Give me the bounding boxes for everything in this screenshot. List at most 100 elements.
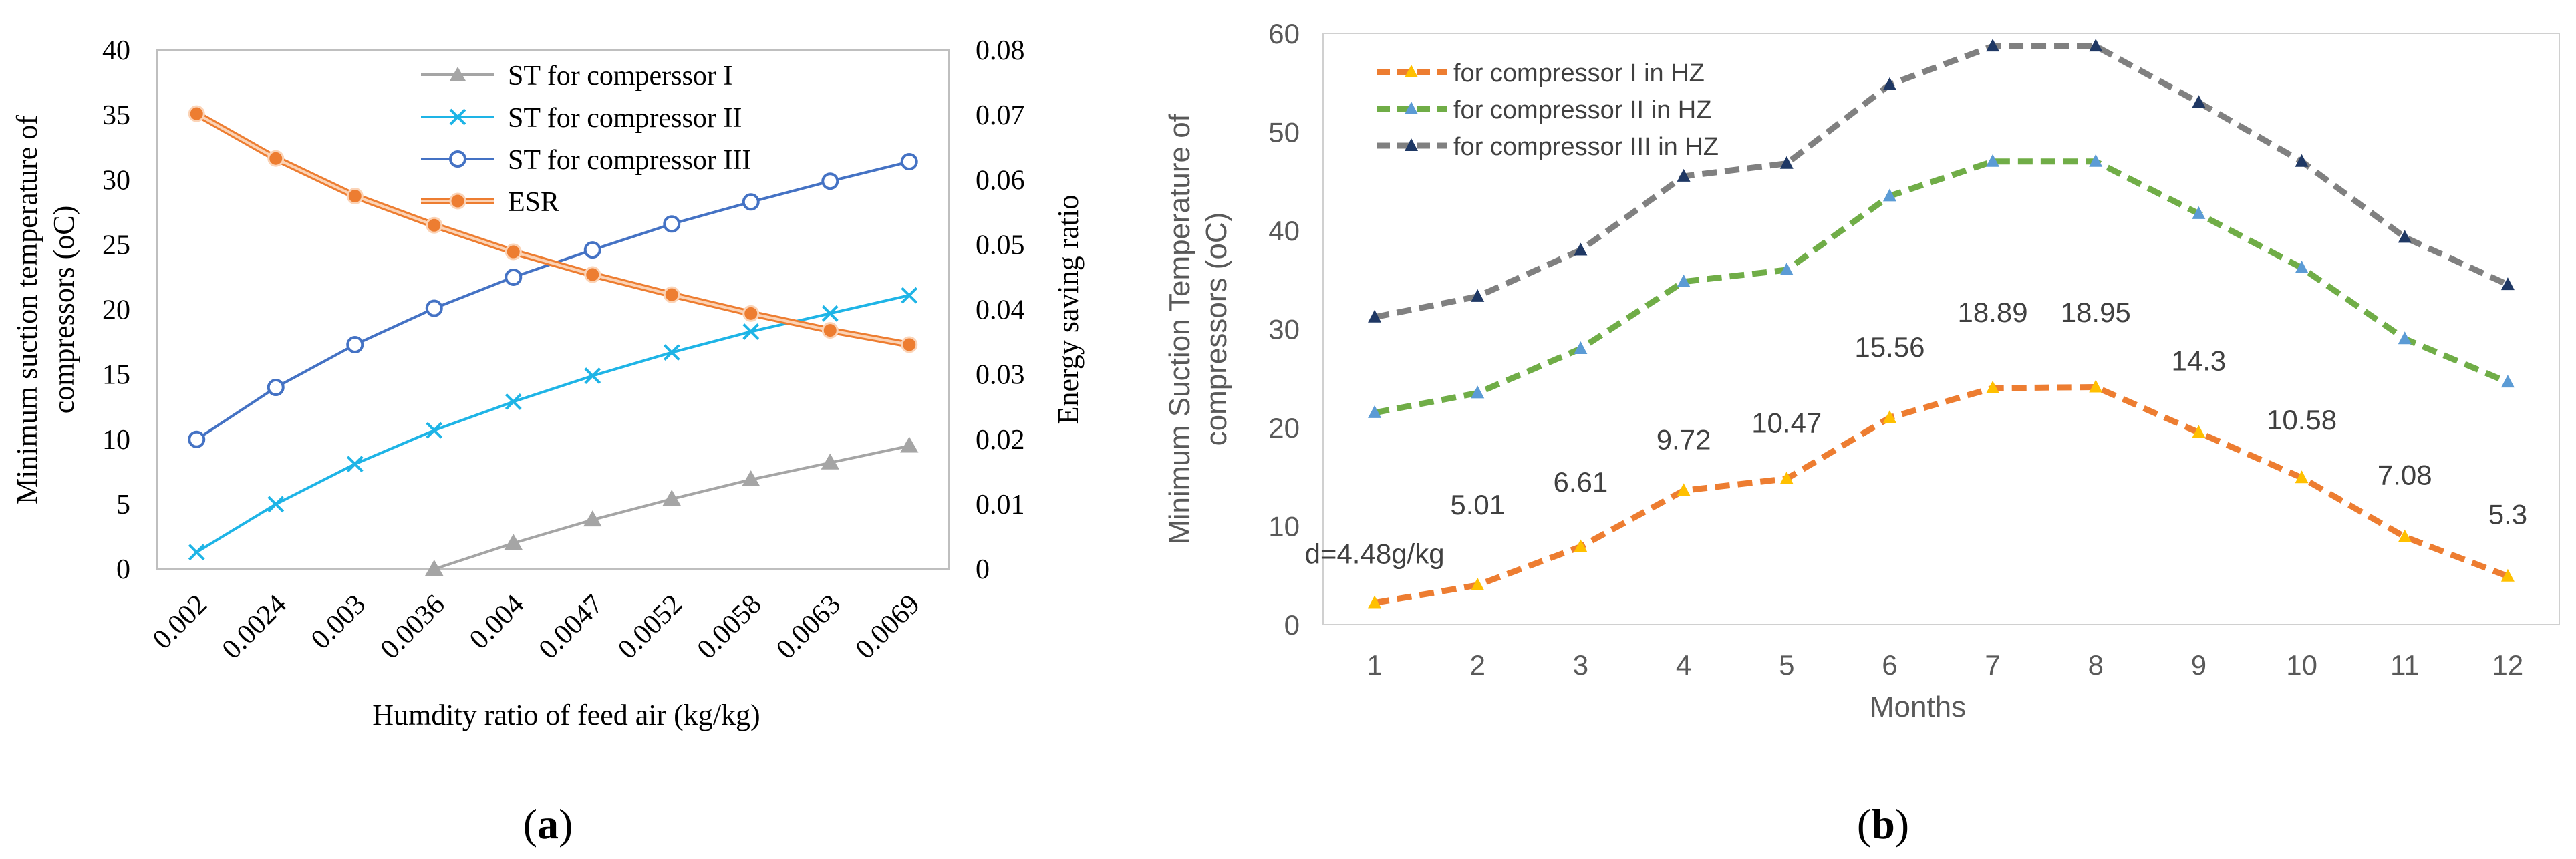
legend-item: for compressor III in HZ [1377, 133, 1719, 161]
data-point [1779, 263, 1794, 275]
data-point [2398, 230, 2412, 243]
y2-tick-label: 0.07 [976, 100, 1025, 131]
series-1 [425, 436, 919, 576]
series-line [1374, 158, 2509, 416]
legend-label: ST for compressor II [508, 103, 742, 134]
y-tick-label: 10 [1268, 511, 1300, 542]
data-label: 14.3 [2172, 345, 2227, 376]
series-1 [1368, 379, 2515, 609]
data-point [662, 490, 681, 506]
data-point [2398, 331, 2412, 345]
data-point [2192, 95, 2206, 108]
y2-tick-label: 0.04 [976, 295, 1025, 326]
panel-label-letter: b [1871, 800, 1895, 848]
data-point [821, 172, 839, 190]
y-tick-label: 35 [102, 100, 130, 131]
data-point [2398, 529, 2412, 542]
panel-label-paren: ) [1895, 800, 1909, 848]
data-point [267, 379, 285, 397]
data-point [1677, 168, 1691, 182]
data-point [188, 105, 205, 122]
y-axis-title-line: compressors (oC) [1200, 212, 1233, 446]
data-point [663, 215, 681, 233]
x-tick-label: 10 [2286, 649, 2317, 681]
data-point [1986, 39, 2000, 52]
x-tick-label: 12 [2492, 649, 2524, 681]
data-point [583, 241, 601, 259]
y2-tick-label: 0.02 [976, 425, 1025, 456]
legend-item: ESR [421, 187, 559, 218]
data-point [1986, 154, 2000, 167]
data-point [742, 323, 760, 340]
legend-label: for compressor I in HZ [1453, 59, 1705, 88]
y-tick-label: 30 [1268, 314, 1300, 345]
data-label: 5.3 [2488, 499, 2527, 530]
y-tick-label: 50 [1268, 117, 1300, 148]
series-line [1374, 384, 2509, 606]
data-point [742, 470, 760, 486]
legend-marker [1405, 102, 1418, 114]
x-tick-label: 4 [1676, 649, 1691, 681]
panel-label-paren: ( [1857, 800, 1871, 848]
legend-label: for compressor II in HZ [1453, 96, 1711, 124]
data-point [2295, 154, 2309, 167]
y-tick-label: 25 [102, 230, 130, 261]
data-point [2500, 277, 2515, 291]
plot-area-border [156, 49, 950, 570]
x-tick-label: 3 [1573, 649, 1588, 681]
x-tick-label: 7 [1985, 649, 2000, 681]
data-point [425, 559, 444, 576]
data-point [188, 544, 205, 561]
y2-axis-title: Energy saving ratio [1052, 195, 1085, 425]
legend-marker [1405, 138, 1418, 151]
y-tick-label: 0 [1284, 609, 1300, 641]
series-line-inner [196, 112, 910, 346]
y-tick-label: 30 [102, 165, 130, 196]
legend-marker [449, 108, 466, 126]
legend-marker [1405, 65, 1418, 77]
data-point [505, 268, 523, 286]
series-4 [188, 105, 918, 353]
data-point [742, 305, 760, 322]
y-tick-label: 40 [1268, 215, 1300, 246]
legend-item: ST for comperssor I [421, 61, 732, 92]
y-tick-label: 0 [116, 554, 130, 585]
y-tick-label: 20 [102, 295, 130, 326]
x-tick-label: 9 [2191, 649, 2206, 681]
y2-tick-label: 0.01 [976, 490, 1025, 520]
series-2 [1368, 154, 2515, 418]
data-point [2192, 425, 2206, 438]
data-point [1882, 188, 1896, 202]
x-tick-label: 11 [2390, 649, 2420, 681]
data-point [1677, 274, 1691, 287]
data-point [1574, 539, 1588, 552]
data-point [663, 286, 680, 303]
data-label: 10.58 [2267, 404, 2337, 436]
data-point [900, 436, 919, 453]
x-tick-label: 0.0052 [612, 589, 688, 665]
panel-label-b: (b) [1857, 800, 1909, 848]
data-point [1882, 77, 1896, 90]
data-point [2089, 379, 2103, 393]
legend-label: ST for compressor III [508, 145, 751, 176]
data-point [821, 305, 839, 322]
data-point [1986, 381, 2000, 393]
data-point [1368, 309, 1382, 323]
panel-label-paren: ) [559, 800, 573, 848]
data-point [346, 456, 364, 473]
data-point [1368, 595, 1382, 609]
data-point [742, 193, 760, 211]
series-line [1374, 43, 2509, 321]
legend-label: ST for comperssor I [508, 61, 732, 92]
data-point [505, 393, 522, 410]
data-point [583, 510, 602, 527]
y-axis-title: Minimum Suction Temperature of compressor… [1163, 113, 1233, 544]
data-point [426, 216, 443, 234]
legend-label: for compressor III in HZ [1453, 133, 1719, 161]
data-point [2089, 154, 2103, 167]
x-tick-label: 0.0069 [850, 589, 926, 665]
data-point [1574, 341, 1588, 354]
data-label: d=4.48g/kg [1305, 538, 1445, 570]
data-point [1471, 578, 1485, 590]
